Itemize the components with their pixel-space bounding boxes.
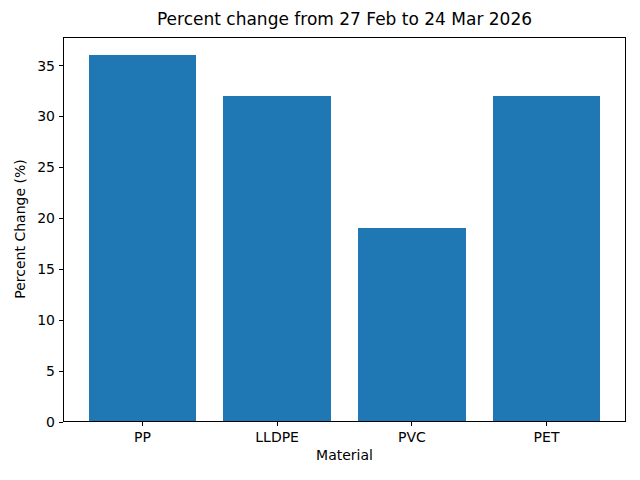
y-tick-label: 10: [11, 312, 55, 328]
y-tick-label: 20: [11, 210, 55, 226]
y-tick-mark: [59, 167, 63, 168]
y-tick-label: 35: [11, 58, 55, 74]
x-tick-label: PVC: [367, 429, 457, 445]
chart-title: Percent change from 27 Feb to 24 Mar 202…: [63, 9, 626, 29]
bar-pp: [89, 55, 197, 421]
x-tick-mark: [142, 422, 143, 426]
y-tick-label: 25: [11, 159, 55, 175]
y-tick-label: 15: [11, 261, 55, 277]
bar-pet: [493, 96, 601, 421]
bar-chart-figure: Percent change from 27 Feb to 24 Mar 202…: [0, 0, 640, 480]
plot-area: [63, 37, 626, 422]
y-tick-mark: [59, 269, 63, 270]
y-tick-mark: [59, 65, 63, 66]
y-tick-mark: [59, 218, 63, 219]
bar-pvc: [358, 228, 466, 421]
y-tick-mark: [59, 422, 63, 423]
y-tick-label: 5: [11, 363, 55, 379]
x-tick-mark: [277, 422, 278, 426]
bar-lldpe: [223, 96, 331, 421]
x-tick-label: LLDPE: [232, 429, 322, 445]
y-tick-label: 30: [11, 108, 55, 124]
y-tick-mark: [59, 371, 63, 372]
x-tick-mark: [411, 422, 412, 426]
x-tick-label: PP: [97, 429, 187, 445]
y-tick-mark: [59, 116, 63, 117]
x-axis-label: Material: [63, 447, 626, 463]
x-tick-label: PET: [502, 429, 592, 445]
y-tick-label: 0: [11, 414, 55, 430]
y-axis-label: Percent Change (%): [12, 159, 28, 298]
x-tick-mark: [546, 422, 547, 426]
y-tick-mark: [59, 320, 63, 321]
